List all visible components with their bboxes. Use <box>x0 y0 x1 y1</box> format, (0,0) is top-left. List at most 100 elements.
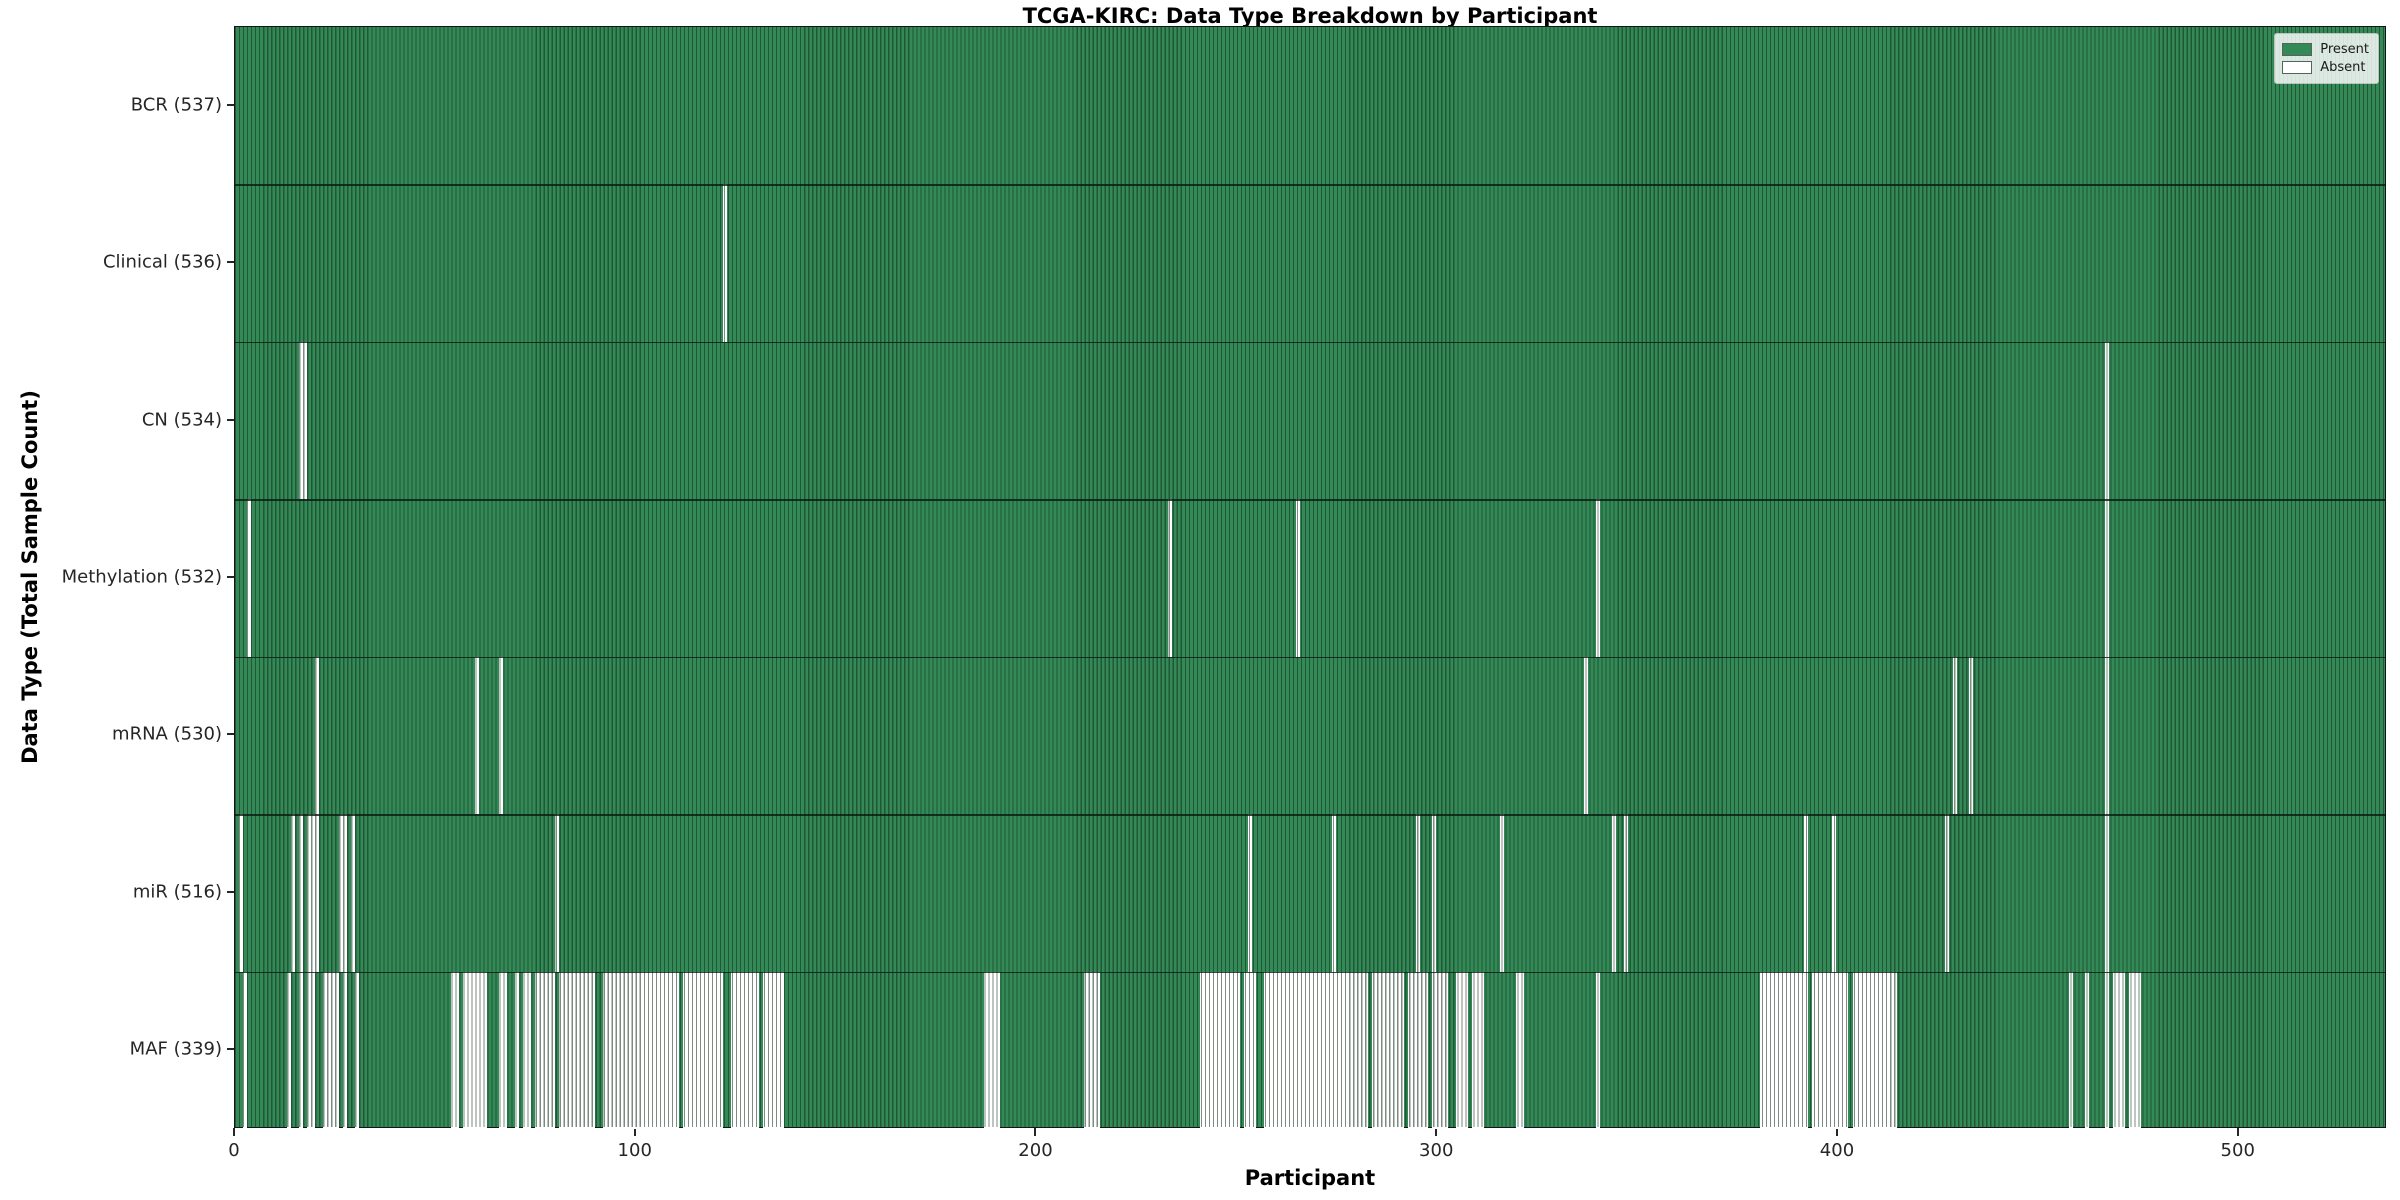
absent-range-MAF <box>2084 971 2089 1129</box>
x-tick-mark <box>1034 1128 1037 1136</box>
absent-range-MAF <box>243 971 247 1129</box>
legend-entry: Present <box>2282 42 2369 57</box>
y-tick-mark <box>227 733 234 736</box>
absent-range-MAF <box>515 971 520 1129</box>
absent-range-MAF <box>983 971 1000 1129</box>
legend-swatch-absent <box>2282 61 2313 74</box>
absent-cell-mRNA <box>499 656 504 815</box>
x-tick-mark <box>633 1128 636 1136</box>
absent-cell-miR <box>2104 814 2109 972</box>
absent-range-MAF <box>603 971 680 1129</box>
absent-cell-CN <box>2104 341 2109 500</box>
absent-cell-miR <box>1432 814 1437 972</box>
absent-cell-Clinical <box>723 184 728 342</box>
legend: Present Absent <box>2274 33 2379 84</box>
absent-cell-Methylation <box>2104 499 2109 657</box>
absent-cell-miR <box>1612 814 1617 972</box>
absent-range-MAF <box>343 971 348 1129</box>
x-tick-mark <box>2236 1128 2239 1136</box>
absent-cell-miR <box>351 814 356 972</box>
y-tick-mark <box>227 261 234 264</box>
legend-label: Absent <box>2320 60 2366 75</box>
row-separator <box>235 341 2385 344</box>
x-axis-title: Participant <box>1244 1166 1376 1190</box>
absent-range-MAF <box>2112 971 2125 1129</box>
absent-cell-miR <box>299 814 304 972</box>
absent-range-MAF <box>1432 971 1449 1129</box>
y-tick-label-Methylation: Methylation (532) <box>61 566 222 588</box>
absent-range-MAF <box>1083 971 1100 1129</box>
absent-range-MAF <box>355 971 360 1129</box>
absent-range-MAF <box>1408 971 1429 1129</box>
absent-range-MAF <box>307 971 316 1129</box>
absent-range-MAF <box>683 971 724 1129</box>
y-tick-mark <box>227 103 234 106</box>
absent-range-MAF <box>1456 971 1469 1129</box>
y-tick-label-Clinical: Clinical (536) <box>102 251 222 273</box>
row-separator <box>235 656 2385 659</box>
absent-range-MAF <box>1596 971 1601 1129</box>
absent-cell-Methylation <box>247 499 251 657</box>
absent-cell-CN <box>303 341 308 500</box>
y-tick-label-MAF: MAF (339) <box>129 1038 222 1060</box>
x-tick-label-0: 0 <box>228 1140 240 1161</box>
legend-swatch-present <box>2282 43 2313 56</box>
absent-cell-mRNA <box>1952 656 1957 815</box>
absent-cell-miR <box>343 814 348 972</box>
absent-cell-Methylation <box>1295 499 1300 657</box>
absent-cell-miR <box>1832 814 1837 972</box>
x-tick-label-400: 400 <box>1819 1140 1855 1161</box>
y-tick-label-mRNA: mRNA (530) <box>112 723 222 745</box>
absent-range-MAF <box>1243 971 1256 1129</box>
y-tick-mark <box>227 1048 234 1051</box>
row-separator <box>235 814 2385 816</box>
chart-title: TCGA-KIRC: Data Type Breakdown by Partic… <box>1022 4 1598 28</box>
absent-cell-Methylation <box>1167 499 1172 657</box>
absent-cell-miR <box>555 814 560 972</box>
absent-cell-miR <box>315 814 320 972</box>
y-tick-label-CN: CN (534) <box>141 409 222 431</box>
absent-cell-miR <box>1500 814 1505 972</box>
absent-range-MAF <box>299 971 304 1129</box>
absent-range-MAF <box>1472 971 1485 1129</box>
absent-cell-miR <box>1624 814 1629 972</box>
absent-range-MAF <box>731 971 760 1129</box>
absent-range-MAF <box>523 971 532 1129</box>
absent-range-MAF <box>2068 971 2073 1129</box>
absent-range-MAF <box>1199 971 1240 1129</box>
x-tick-mark <box>1435 1128 1438 1136</box>
absent-cell-mRNA <box>315 656 320 815</box>
y-tick-mark <box>227 890 234 893</box>
x-tick-label-500: 500 <box>2220 1140 2255 1161</box>
row-separator <box>235 184 2385 186</box>
x-tick-label-100: 100 <box>617 1140 652 1161</box>
y-tick-label-BCR: BCR (537) <box>130 94 222 116</box>
absent-range-MAF <box>499 971 508 1129</box>
absent-range-MAF <box>1812 971 1849 1129</box>
y-tick-label-miR: miR (516) <box>132 881 222 903</box>
absent-range-MAF <box>535 971 556 1129</box>
row-separator <box>235 499 2385 501</box>
absent-range-MAF <box>451 971 460 1129</box>
absent-cell-Methylation <box>1596 499 1601 657</box>
absent-cell-miR <box>1416 814 1421 972</box>
absent-range-MAF <box>2128 971 2141 1129</box>
absent-range-MAF <box>1516 971 1525 1129</box>
x-tick-mark <box>1835 1128 1838 1136</box>
absent-range-MAF <box>559 971 596 1129</box>
x-tick-label-300: 300 <box>1419 1140 1454 1161</box>
row-separator <box>235 971 2385 973</box>
absent-cell-miR <box>291 814 296 972</box>
absent-range-MAF <box>1372 971 1405 1129</box>
absent-range-MAF <box>463 971 488 1129</box>
absent-range-MAF <box>1263 971 1369 1129</box>
absent-range-MAF <box>2104 971 2109 1129</box>
absent-cell-miR <box>239 814 243 972</box>
absent-cell-miR <box>1944 814 1949 972</box>
plot-area: Present Absent <box>234 26 2386 1129</box>
x-tick-mark <box>233 1128 235 1136</box>
absent-cell-mRNA <box>2104 656 2109 815</box>
absent-range-MAF <box>1760 971 1809 1129</box>
absent-cell-miR <box>1247 814 1252 972</box>
